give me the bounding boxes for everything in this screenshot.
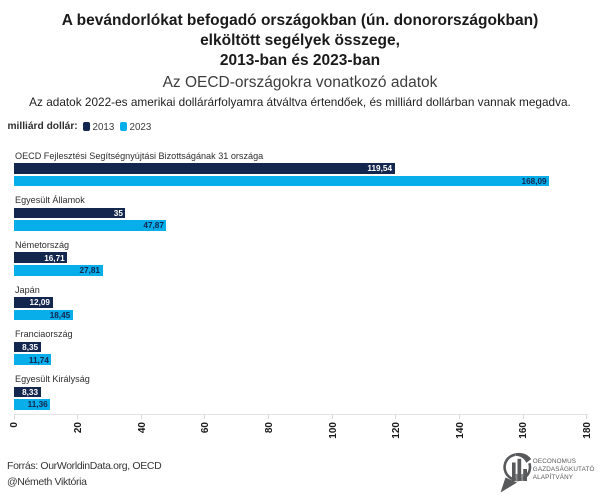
svg-text:GAZDASÁGKUTATÓ: GAZDASÁGKUTATÓ (533, 464, 595, 473)
svg-text:ALAPÍTVÁNY: ALAPÍTVÁNY (533, 472, 574, 481)
svg-text:OECONOMUS: OECONOMUS (533, 458, 576, 465)
